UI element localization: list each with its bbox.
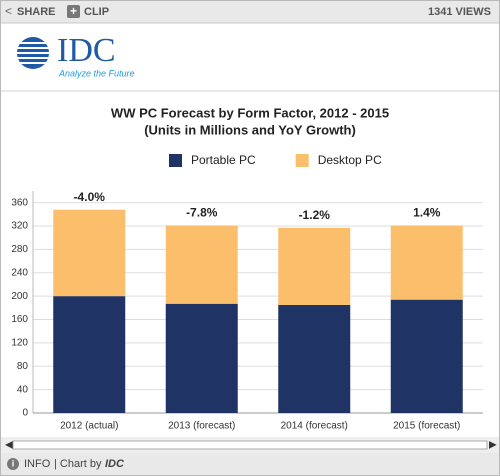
annotation: -1.2% xyxy=(299,208,331,222)
bar xyxy=(390,225,463,300)
bar xyxy=(390,299,463,413)
y-tick-label: 240 xyxy=(11,267,28,278)
logo-name: IDC xyxy=(57,32,116,69)
share-icon[interactable]: < xyxy=(5,4,12,18)
x-tick-label: 2013 (forecast) xyxy=(168,421,235,432)
y-tick-label: 80 xyxy=(17,361,29,372)
credit-brand: IDC xyxy=(105,458,125,470)
bar xyxy=(165,225,238,304)
legend-swatch xyxy=(295,154,309,167)
bar xyxy=(278,304,351,413)
legend-label: Desktop PC xyxy=(318,153,382,167)
y-tick-label: 0 xyxy=(22,408,28,419)
y-tick-label: 120 xyxy=(11,338,28,349)
annotation: 1.4% xyxy=(413,206,441,220)
logo-globe xyxy=(15,37,51,69)
plot: 0 40 80 120 160 200 240 280 320 360 Portable PC Des… xyxy=(11,153,483,432)
view-count: 1341 VIEWS xyxy=(428,6,491,18)
annotation: -4.0% xyxy=(74,190,106,204)
x-tick-label: 2015 (forecast) xyxy=(393,421,460,432)
y-tick-label: 40 xyxy=(17,384,29,395)
credit-text: | Chart by xyxy=(54,458,102,470)
bar xyxy=(278,227,351,305)
share-button[interactable]: SHARE xyxy=(17,6,56,18)
y-tick-label: 200 xyxy=(11,291,28,302)
x-tick-label: 2012 (actual) xyxy=(60,421,118,432)
scroll-right[interactable]: ▶ xyxy=(489,440,497,451)
clip-icon[interactable] xyxy=(67,5,80,18)
chart-title: WW PC Forecast by Form Factor, 2012 - 20… xyxy=(111,105,389,120)
bar xyxy=(53,209,126,297)
y-tick-label: 280 xyxy=(11,244,28,255)
info-button[interactable]: INFO xyxy=(24,458,51,470)
toolbar xyxy=(1,1,499,23)
legend-swatch xyxy=(169,154,182,167)
chart-subtitle: (Units in Millions and YoY Growth) xyxy=(144,122,356,137)
info-icon[interactable] xyxy=(7,458,19,470)
clip-button[interactable]: CLIP xyxy=(84,6,109,18)
x-tick-label: 2014 (forecast) xyxy=(281,421,348,432)
y-tick-label: 360 xyxy=(11,197,28,208)
info-icon-glyph: i xyxy=(12,458,15,468)
logo-tagline: Analyze the Future xyxy=(58,68,135,78)
scroll-left[interactable]: ◀ xyxy=(5,440,13,451)
bar xyxy=(53,296,126,413)
y-tick-label: 160 xyxy=(11,314,28,325)
footer xyxy=(1,453,499,475)
clip-plus: + xyxy=(70,4,77,18)
scrollbar-thumb[interactable] xyxy=(12,440,488,450)
bar xyxy=(165,303,238,413)
legend-label: Portable PC xyxy=(191,153,256,167)
y-tick-label: 320 xyxy=(11,221,28,232)
annotation: -7.8% xyxy=(186,206,218,220)
